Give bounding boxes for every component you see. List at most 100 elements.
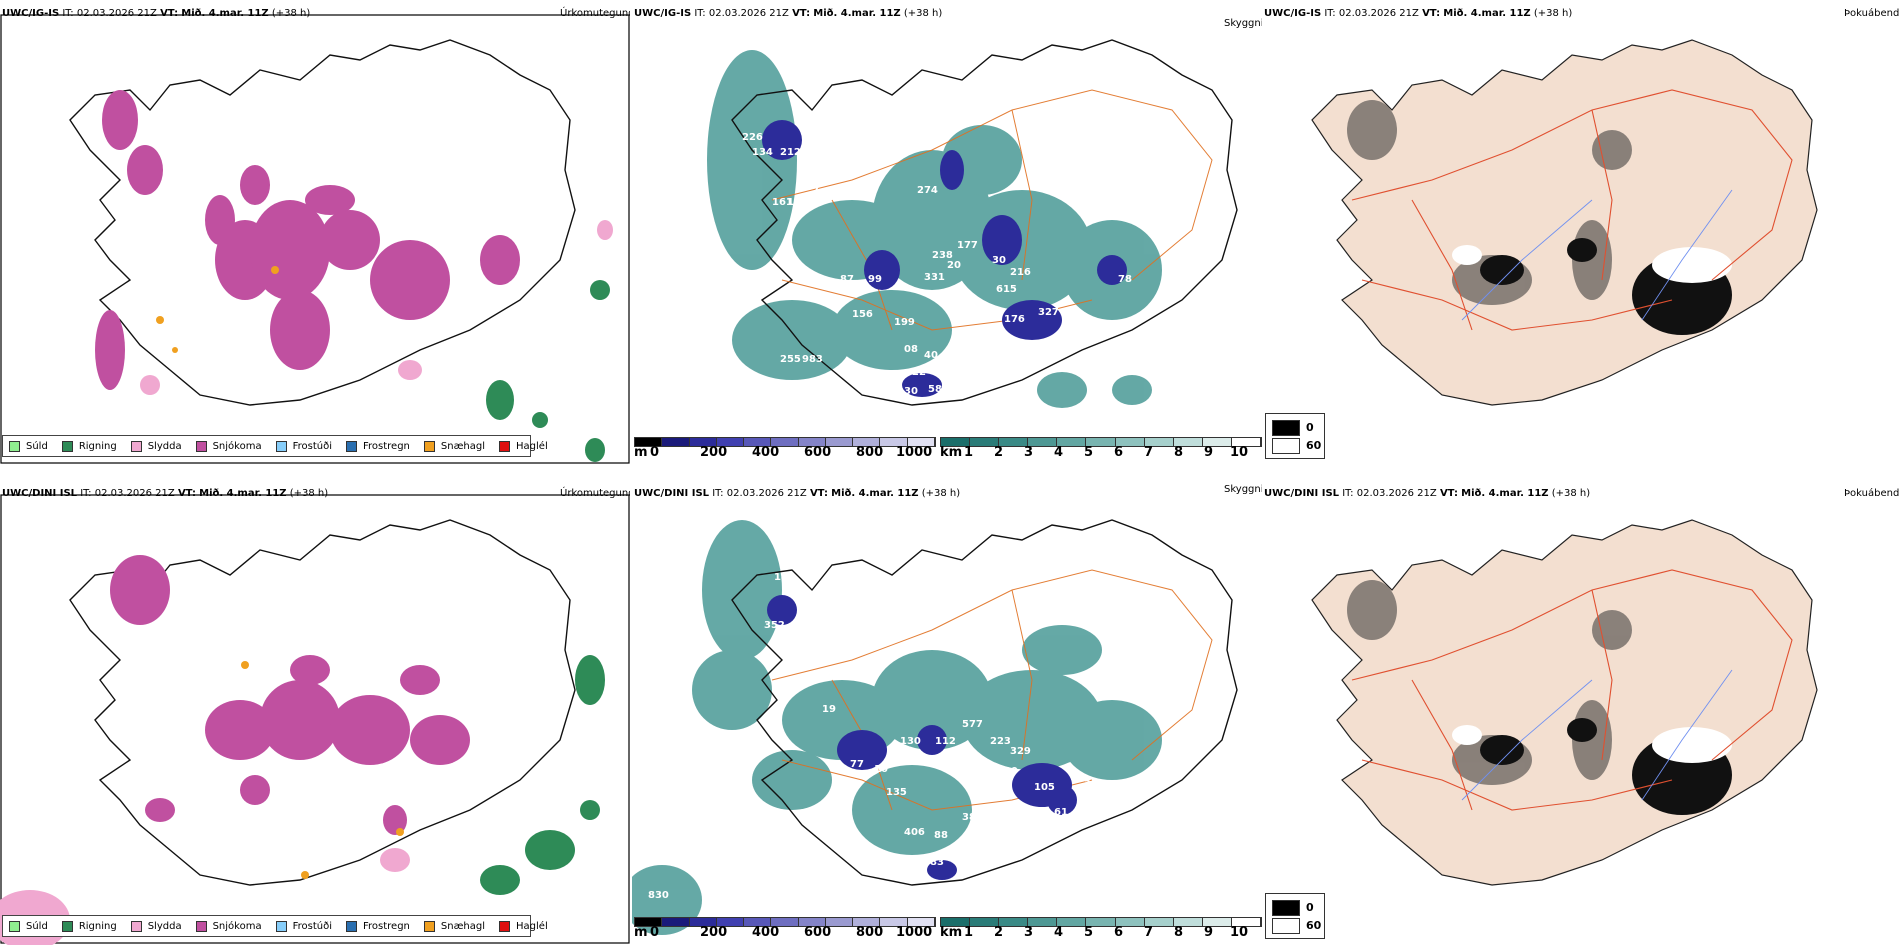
value-label: 304 — [1084, 779, 1105, 790]
legend-item: Rigning — [61, 920, 117, 932]
value-label: 130 — [900, 736, 921, 747]
colorbar-tick: 5 — [1084, 925, 1094, 940]
panel-header-2a: UWC/DINI ISL IT: 02.03.2026 21Z VT: Mið.… — [2, 488, 329, 499]
value-label: 341 — [962, 340, 983, 351]
colorbar-unit: km — [940, 925, 963, 940]
panel-title-fog-1: Þokuábendi — [1844, 8, 1900, 19]
ceiling-value-labels-1: 226 134 212 377 161 16 274 238 177 30 20… — [742, 132, 1216, 417]
panel-header-2c: UWC/DINI ISL IT: 02.03.2026 21Z VT: Mið.… — [1264, 488, 1591, 499]
value-label: 577 — [962, 719, 983, 730]
legend-swatch — [275, 920, 287, 932]
colorbar-tick: 1000 — [896, 925, 933, 940]
value-label: 161 — [772, 197, 793, 208]
colorbar-tick: 4 — [1054, 445, 1064, 460]
colorbar-tick: 9 — [1204, 445, 1214, 460]
legend-swatch — [130, 440, 142, 452]
legend-swatch — [9, 920, 20, 932]
panel-header-2b: UWC/DINI ISL IT: 02.03.2026 21Z VT: Mið.… — [634, 488, 961, 499]
precip-legend-1: Súld Rigning Slydda Snjókoma Frostúði Fr… — [2, 435, 548, 457]
panel-header-1c: UWC/IG-IS IT: 02.03.2026 21Z VT: Mið. 4.… — [1264, 8, 1573, 19]
colorbar-tick: 400 — [752, 925, 780, 940]
ceiling-panel-1: 226 134 212 377 161 16 274 238 177 30 20… — [632, 0, 1262, 465]
precip-type-map-1 — [0, 14, 630, 464]
colorbar-tick: 600 — [804, 925, 832, 940]
value-label: 58 — [928, 384, 942, 395]
value-label: 30 — [992, 255, 1006, 266]
value-label: 20 — [947, 260, 961, 271]
fog-map-2 — [1311, 519, 1818, 886]
value-label: 388 — [962, 812, 983, 823]
value-label: 40 — [924, 350, 938, 361]
colorbar-tick: 1000 — [896, 445, 933, 460]
colorbar-tick: 2 — [994, 925, 1004, 940]
legend-swatch — [1272, 918, 1300, 934]
value-label: 830 — [648, 890, 669, 901]
colorbar-tick: 3 — [1024, 925, 1034, 940]
panel-header-1a: UWC/IG-IS IT: 02.03.2026 21Z VT: Mið. 4.… — [2, 8, 311, 19]
value-label: 15 — [1202, 354, 1216, 365]
colorbar-tick: 400 — [752, 445, 780, 460]
colorbar-tick: 1 — [964, 445, 974, 460]
legend-item: Snæhagl — [423, 920, 485, 932]
value-label: 156 — [852, 309, 873, 320]
colorbar-tick: 5 — [1084, 445, 1094, 460]
legend-swatch — [275, 440, 287, 452]
ceiling-value-labels-2: 140 24 352 111 19 130 112 577 223 329 77… — [648, 572, 1105, 901]
legend-swatch — [346, 920, 357, 932]
ceiling-colorbar-2: m 0 200 400 600 800 1000 — [634, 917, 936, 943]
value-label: 10 — [874, 764, 888, 775]
ceiling-map-2: 140 24 352 111 19 130 112 577 223 329 77… — [632, 519, 1238, 935]
colorbar-tick: 2 — [994, 445, 1004, 460]
iceland-outline — [69, 39, 576, 406]
colorbar-unit: m — [634, 925, 648, 940]
ceiling-colorbar-1: m 0 200 400 600 800 1000 — [634, 437, 936, 463]
legend-item: Haglél — [499, 920, 548, 932]
value-label: 738 — [1084, 792, 1105, 803]
value-label: 25 — [782, 584, 796, 595]
value-label: 105 — [1034, 782, 1055, 793]
legend-swatch — [1272, 438, 1300, 454]
value-label: 134 — [752, 147, 773, 158]
ceiling-map-1: 226 134 212 377 161 16 274 238 177 30 20… — [707, 39, 1238, 417]
colorbar-tick: 200 — [700, 445, 728, 460]
colorbar-tick: 7 — [1144, 925, 1154, 940]
value-label: 149 — [1057, 344, 1078, 355]
value-label: 16 — [787, 197, 801, 208]
legend-item: Frostúði — [275, 440, 332, 452]
colorbar-tick: 1 — [964, 925, 974, 940]
value-label: 352 — [764, 620, 785, 631]
colorbar-tick: 8 — [1174, 925, 1184, 940]
value-label: 406 — [904, 827, 925, 838]
value-label: 88 — [934, 830, 948, 841]
panel-title-ceiling-1: Skyggni — [1224, 18, 1262, 29]
legend-item: Snjókoma — [195, 440, 262, 452]
value-label: 226 — [742, 132, 763, 143]
fog-legend-1: 0 60 — [1265, 413, 1325, 459]
value-label: 30 — [904, 386, 918, 397]
visibility-colorbar-2: km 1 2 3 4 5 6 7 8 9 10 — [940, 917, 1262, 943]
panel-header-1b: UWC/IG-IS IT: 02.03.2026 21Z VT: Mið. 4.… — [634, 8, 943, 19]
precip-type-panel-1: UWC/IG-IS IT: 02.03.2026 21Z VT: Mið. 4.… — [0, 0, 630, 465]
precip-type-panel-2: UWC/DINI ISL IT: 02.03.2026 21Z VT: Mið.… — [0, 480, 630, 945]
legend-swatch — [61, 440, 73, 452]
legend-item: Snjókoma — [195, 920, 262, 932]
legend-item: Frostregn — [346, 440, 410, 452]
value-label: 329 — [1010, 746, 1031, 757]
value-label: 58 — [904, 857, 918, 868]
colorbar-tick: 800 — [856, 445, 884, 460]
legend-swatch — [9, 440, 20, 452]
legend-swatch — [423, 920, 435, 932]
legend-item: Frostúði — [275, 920, 332, 932]
value-label: 255 — [780, 354, 801, 365]
visibility-colorbar-1: km 1 2 3 4 5 6 7 8 9 10 — [940, 437, 1262, 463]
snow-areas — [95, 90, 520, 390]
value-label: 135 — [886, 787, 907, 798]
value-label: 87 — [840, 274, 854, 285]
value-label: 223 — [990, 736, 1011, 747]
value-label: 112 — [935, 736, 956, 747]
value-label: 327 — [1038, 307, 1059, 318]
legend-swatch — [130, 920, 142, 932]
legend-item: Súld — [9, 440, 48, 452]
value-label: 199 — [894, 317, 915, 328]
value-label: 08 — [904, 344, 918, 355]
